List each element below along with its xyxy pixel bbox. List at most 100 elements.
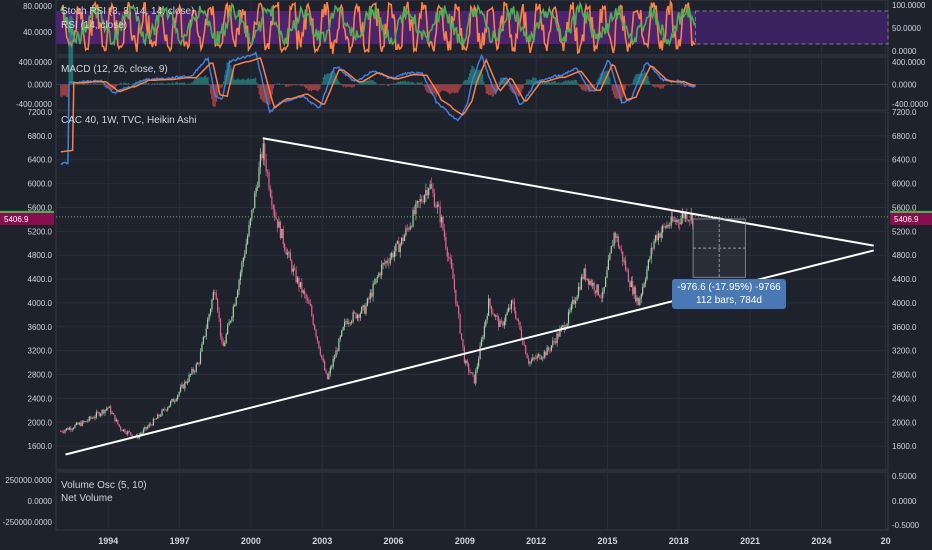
candle-body [319, 348, 321, 356]
macd-histogram-bar [665, 84, 667, 86]
macd-histogram-bar [186, 83, 188, 85]
macd-histogram-bar [465, 79, 467, 85]
candle-body [181, 384, 183, 388]
macd-histogram-bar [400, 81, 402, 85]
candle-body [212, 292, 214, 300]
candle-body [409, 226, 411, 230]
macd-histogram-bar [242, 78, 244, 85]
candle-body [657, 233, 659, 241]
candle-body [399, 244, 401, 253]
macd-histogram-bar [566, 81, 568, 85]
candle-body [525, 345, 527, 355]
candle-body [382, 262, 384, 265]
candle-body [506, 311, 508, 315]
candle-body [232, 306, 234, 318]
candle-body [677, 219, 679, 223]
price-tick-right: 1600.0 [892, 442, 917, 451]
macd-histogram-bar [314, 84, 316, 91]
macd-histogram-bar [420, 82, 422, 85]
candle-body [432, 188, 434, 194]
macd-histogram-bar [365, 80, 367, 85]
candle-body [107, 407, 109, 409]
macd-histogram-bar [148, 83, 150, 85]
macd-pane[interactable] [56, 15, 888, 166]
candle-body [619, 246, 621, 249]
candle-body [452, 268, 454, 279]
macd-histogram-bar [572, 80, 574, 85]
macd-histogram-bar [554, 80, 556, 85]
macd-histogram-bar [619, 84, 622, 100]
macd-histogram-bar [630, 84, 632, 86]
macd-histogram-bar [684, 84, 686, 87]
macd-histogram-bar [608, 73, 610, 85]
macd-histogram-bar [123, 82, 125, 85]
candle-body [234, 305, 236, 307]
macd-histogram-bar [161, 82, 163, 85]
macd-histogram-bar [483, 81, 485, 85]
candle-body [599, 295, 601, 298]
candle-body [449, 257, 451, 260]
macd-histogram-bar [479, 69, 481, 85]
candle-body [298, 277, 300, 288]
candle-body [205, 328, 207, 337]
macd-histogram-bar [451, 84, 453, 94]
candle-body [585, 268, 587, 280]
macd-tick-right: 0.0000 [892, 81, 917, 90]
candle-body [614, 232, 617, 238]
candle-body [248, 225, 250, 237]
candle-body [540, 358, 543, 360]
candle-body [249, 218, 252, 226]
macd-histogram-bar [490, 84, 492, 96]
candle-body [321, 355, 323, 358]
macd-histogram-bar [113, 84, 115, 89]
stoch-k-line [60, 0, 696, 55]
candle-body [242, 258, 244, 263]
stoch-tick-left: 80.0000 [23, 2, 52, 11]
candle-body [408, 228, 410, 230]
macd-histogram-bar [596, 81, 598, 85]
macd-histogram-bar [289, 84, 291, 86]
price-pane[interactable] [56, 137, 888, 456]
candle-body [369, 292, 371, 300]
candle-body [440, 217, 443, 223]
macd-histogram-bar [234, 80, 237, 85]
macd-histogram-bar [282, 83, 284, 85]
candle-body [78, 422, 80, 425]
macd-histogram-bar [207, 77, 209, 85]
candle-body [589, 280, 591, 285]
candle-body [489, 298, 491, 307]
candle-body [348, 322, 350, 324]
candle-body [570, 304, 572, 311]
candle-body [130, 432, 132, 435]
volume-osc-label: Volume Osc (5, 10) [61, 480, 147, 491]
candle-body [654, 235, 657, 242]
candle-body [82, 421, 85, 423]
stoch-rsi-pane[interactable] [56, 0, 889, 55]
macd-histogram-bar [320, 84, 322, 86]
candle-body [603, 286, 605, 292]
macd-histogram-bar [261, 84, 263, 100]
macd-histogram-bar [407, 81, 409, 85]
macd-histogram-bar [644, 72, 647, 85]
candle-body [265, 159, 267, 172]
macd-histogram-bar [642, 73, 644, 85]
candle-body [672, 216, 674, 222]
macd-histogram-bar [179, 82, 181, 85]
macd-histogram-bar [546, 82, 548, 85]
macd-histogram-bar [476, 71, 478, 85]
macd-histogram-bar [510, 84, 512, 92]
macd-histogram-bar [321, 82, 323, 85]
macd-histogram-bar [205, 75, 207, 85]
macd-histogram-bar [680, 84, 682, 86]
macd-histogram-bar [575, 80, 578, 85]
candle-body [586, 278, 588, 280]
macd-histogram-bar [337, 79, 339, 85]
macd-histogram-bar [278, 83, 281, 85]
macd-histogram-bar [509, 84, 511, 90]
candle-body [496, 315, 498, 318]
measure-tooltip-bars: 112 bars, 784d [696, 295, 762, 306]
candle-body [365, 305, 367, 314]
macd-histogram-bar [87, 82, 89, 85]
macd-histogram-bar [303, 84, 306, 87]
